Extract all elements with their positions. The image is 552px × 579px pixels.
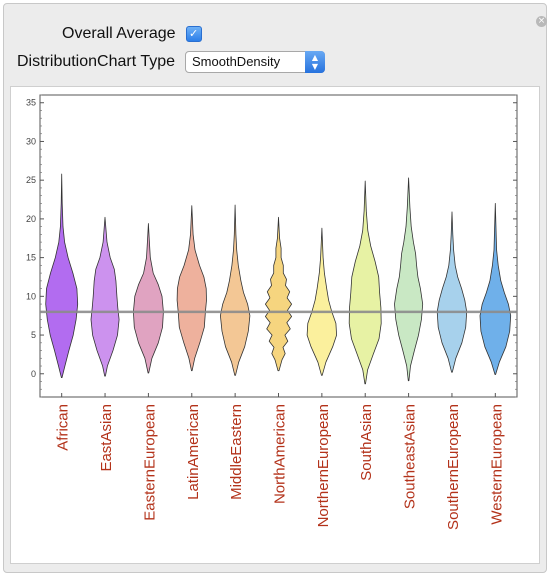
category-label-middleeastern: MiddleEastern	[228, 404, 245, 500]
category-label-latinamerican: LatinAmerican	[185, 404, 202, 500]
y-tick-label: 30	[26, 136, 36, 146]
category-label-southasian: SouthAsian	[358, 404, 375, 481]
category-label-southeastasian: SoutheastAsian	[402, 404, 419, 509]
y-tick-label: 5	[31, 330, 36, 340]
category-label-northamerican: NorthAmerican	[272, 404, 289, 504]
category-label-westerneuropean: WesternEuropean	[488, 404, 505, 525]
category-label-eastasian: EastAsian	[98, 404, 115, 472]
y-tick-label: 10	[26, 291, 36, 301]
y-tick-label: 25	[26, 175, 36, 185]
category-label-southerneuropean: SouthernEuropean	[445, 404, 462, 530]
category-label-easterneuropean: EasternEuropean	[141, 404, 158, 521]
category-label-northerneuropean: NorthernEuropean	[315, 404, 332, 527]
category-label-african: African	[55, 404, 72, 451]
y-tick-label: 15	[26, 253, 36, 263]
y-tick-label: 0	[31, 369, 36, 379]
y-tick-label: 20	[26, 214, 36, 224]
y-tick-label: 35	[26, 98, 36, 108]
